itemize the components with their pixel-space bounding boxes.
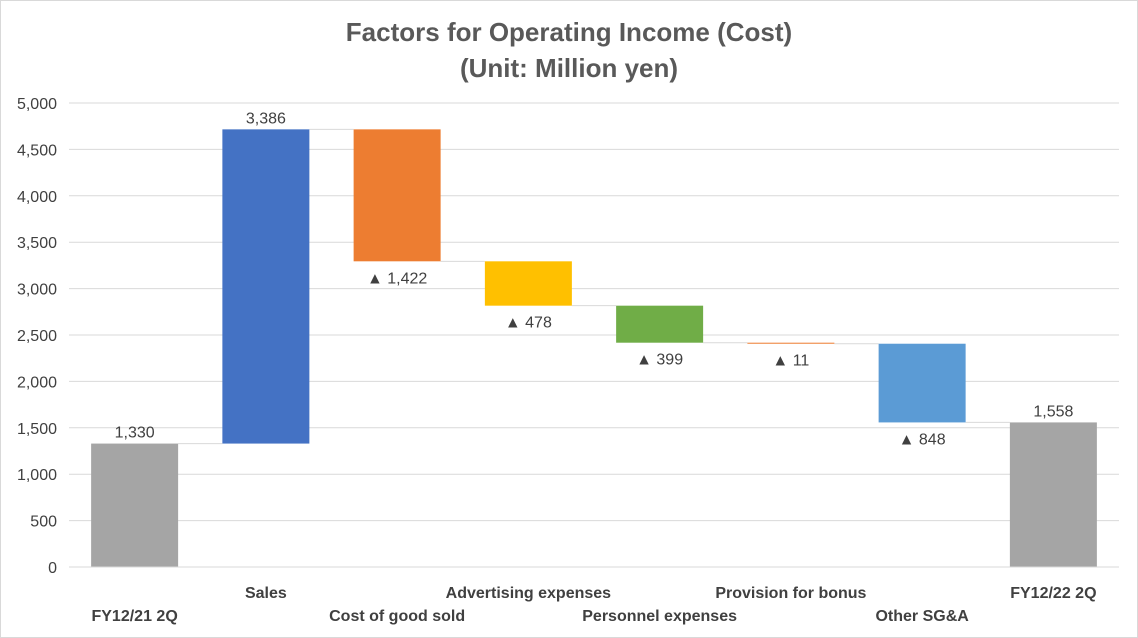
bars (91, 129, 1097, 567)
category-label: Personnel expenses (582, 608, 737, 625)
bar-decrease (353, 129, 441, 262)
category-label: FY12/21 2Q (91, 608, 177, 625)
y-tick-label: 500 (30, 514, 57, 531)
y-axis: 0 500 1,000 1,500 2,000 2,500 3,000 3,500 4,000 4… (17, 96, 57, 577)
data-labels: 1,330 3,386 ▲ 1,422 ▲ 478 ▲ 399 ▲ 11 ▲ 848 1,55… (115, 110, 1074, 448)
category-label: Advertising expenses (446, 585, 612, 602)
bar-total (1009, 422, 1097, 567)
data-label: ▲ 1,422 (367, 270, 427, 287)
data-label: 3,386 (246, 110, 286, 127)
data-label: 1,330 (115, 425, 155, 442)
y-tick-label: 1,000 (17, 467, 57, 484)
category-labels: FY12/21 2Q Sales Cost of good sold Advertis… (91, 585, 1096, 625)
bar-decrease (616, 305, 704, 343)
bar-decrease (747, 342, 835, 344)
data-label: ▲ 11 (772, 353, 809, 370)
bar-total (91, 443, 179, 567)
data-label: ▲ 478 (505, 315, 552, 332)
y-tick-label: 0 (48, 560, 57, 577)
y-tick-label: 4,000 (17, 189, 57, 206)
y-tick-label: 3,500 (17, 235, 57, 252)
data-label: 1,558 (1033, 403, 1073, 420)
data-label: ▲ 848 (899, 431, 946, 448)
bar-increase (222, 129, 310, 444)
category-label: Provision for bonus (715, 585, 866, 602)
y-tick-label: 1,500 (17, 421, 57, 438)
category-label: Cost of good sold (329, 608, 465, 625)
chart-title: Factors for Operating Income (Cost) (346, 17, 792, 47)
data-label: ▲ 399 (636, 352, 683, 369)
bar-decrease (878, 343, 966, 423)
category-label: Sales (245, 585, 287, 602)
bar-decrease (484, 261, 572, 306)
y-tick-label: 2,500 (17, 328, 57, 345)
y-tick-label: 4,500 (17, 142, 57, 159)
connectors (178, 128, 1010, 445)
y-tick-label: 5,000 (17, 96, 57, 113)
y-tick-label: 2,000 (17, 374, 57, 391)
y-tick-label: 3,000 (17, 282, 57, 299)
category-label: FY12/22 2Q (1010, 585, 1096, 602)
category-label: Other SG&A (875, 608, 969, 625)
chart-subtitle: (Unit: Million yen) (460, 53, 678, 83)
